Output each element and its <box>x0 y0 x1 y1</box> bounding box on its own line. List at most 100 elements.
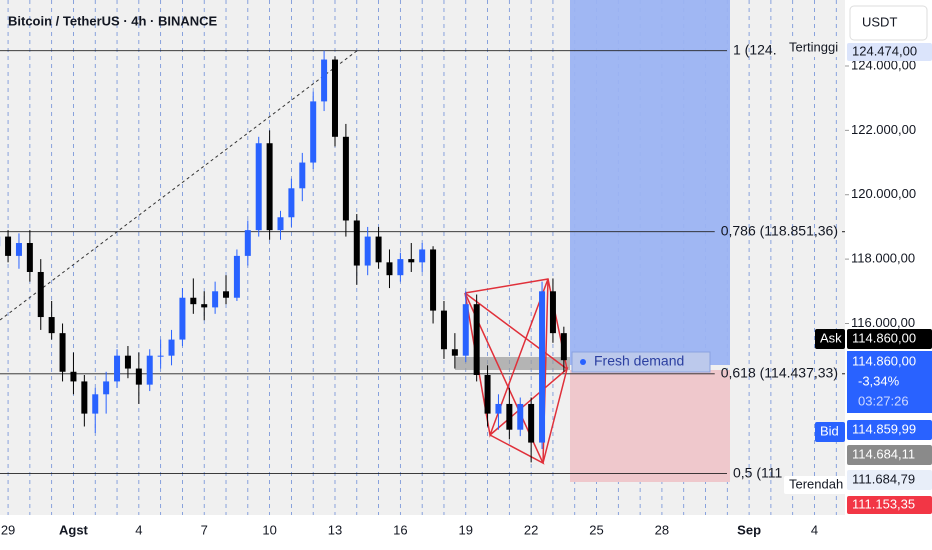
badge-top-box <box>847 43 932 61</box>
x-tick-label: 4 <box>811 522 818 537</box>
candle-body <box>342 136 349 221</box>
candle-body <box>440 310 447 350</box>
badge-low-box <box>847 470 932 490</box>
candle-body <box>549 291 556 334</box>
candle-body <box>473 304 480 375</box>
candle-body <box>244 230 251 256</box>
badge-p2: 111.153,35 <box>852 496 915 511</box>
candle-body <box>26 243 33 272</box>
y-tick-label: 116.000,00 <box>851 315 915 330</box>
x-tick-label: 19 <box>459 522 473 537</box>
ask-price: 114.860,00 <box>852 330 916 345</box>
annotation: Fresh demand <box>594 353 684 369</box>
stop-zone <box>570 370 730 482</box>
fib-label: 0,786 (118.851,36) <box>721 222 838 238</box>
candle-body <box>59 333 66 372</box>
candle-body <box>223 291 230 298</box>
candle-body <box>539 291 546 443</box>
candle-body <box>190 297 197 305</box>
candle-body <box>506 403 513 430</box>
ask-price-box <box>847 329 932 349</box>
candle-body <box>386 262 393 276</box>
candle-body <box>495 403 502 414</box>
candle-body <box>451 349 458 356</box>
candle-body <box>146 355 153 385</box>
low-label-box <box>784 476 846 494</box>
candle-body <box>288 188 295 218</box>
currency-box[interactable] <box>849 5 928 41</box>
candle-body <box>321 59 328 102</box>
candle-body <box>70 371 77 382</box>
candle-body <box>81 381 88 414</box>
countdown: 03:27:26 <box>858 393 909 408</box>
x-tick-label: 25 <box>589 522 603 537</box>
badge-p1-box <box>847 445 932 465</box>
candle-body <box>157 355 164 357</box>
candle-body <box>114 355 121 382</box>
currency: USDT <box>862 14 897 29</box>
time-axis-bg <box>0 515 845 550</box>
target-zone <box>570 0 730 365</box>
candle-body <box>397 259 404 276</box>
badge-low: 111.684,79 <box>852 471 915 486</box>
x-tick-label: 10 <box>262 522 276 537</box>
candle-body <box>331 59 338 137</box>
candle-body <box>135 368 142 385</box>
ask-label: Ask <box>820 330 842 345</box>
high-label: Tertinggi <box>789 39 838 54</box>
fib-label: 1 (124. <box>733 41 777 57</box>
candle-body <box>266 143 273 231</box>
pattern-leg <box>464 292 545 465</box>
candle-body <box>48 317 55 334</box>
candle-body <box>353 220 360 266</box>
candle-body <box>233 255 240 298</box>
candle-body <box>201 304 208 308</box>
x-tick-label: Agst <box>59 522 89 537</box>
y-tick-label: 122.000,00 <box>851 122 916 137</box>
candle-body <box>408 259 415 263</box>
trend-line <box>0 49 359 321</box>
candle-body <box>560 333 567 361</box>
x-tick-label: 13 <box>328 522 342 537</box>
candle-body <box>168 339 175 356</box>
demand-box <box>571 351 711 373</box>
bid-label-box <box>815 422 845 442</box>
candle-body <box>484 374 491 414</box>
last-price: 114.860,00 <box>852 353 916 368</box>
badge-p1: 114.684,11 <box>852 446 915 461</box>
price-axis-bg <box>845 0 932 550</box>
bid-price-box <box>847 420 932 440</box>
pattern-leg <box>464 292 568 370</box>
candle-body <box>92 394 99 414</box>
candle-body <box>103 381 110 395</box>
candle-body <box>299 162 306 189</box>
candle-body <box>212 291 219 308</box>
y-tick-label: 120.000,00 <box>851 186 916 201</box>
candle-body <box>430 249 437 311</box>
y-tick-label: 124.000,00 <box>851 57 916 72</box>
candle-body <box>124 355 131 369</box>
candle-body <box>419 249 426 263</box>
candle-body <box>277 217 284 231</box>
candle-body <box>15 243 22 256</box>
y-tick-label: 118.000,00 <box>851 251 915 266</box>
chart-title: Bitcoin / TetherUS · 4h · BINANCE <box>8 13 218 28</box>
candle-body <box>517 403 524 430</box>
candle-body <box>364 236 371 266</box>
x-tick-label: 28 <box>655 522 669 537</box>
x-tick-label: 29 <box>1 522 15 537</box>
candle-body <box>255 143 262 231</box>
badge-top: 124.474,00 <box>852 43 917 58</box>
fib-label: 0,5 (111 <box>733 464 783 480</box>
high-label-box <box>784 39 846 57</box>
candle-body <box>5 236 12 256</box>
fib-label: 0,618 (114.437,33) <box>721 364 838 380</box>
low-label: Terendah <box>789 476 843 491</box>
x-tick-label: 7 <box>201 522 208 537</box>
x-tick-label: 4 <box>135 522 142 537</box>
bid-price: 114.859,99 <box>852 421 916 436</box>
last-box <box>847 351 932 413</box>
demand-dot <box>580 359 586 365</box>
bid-label: Bid <box>820 423 839 438</box>
